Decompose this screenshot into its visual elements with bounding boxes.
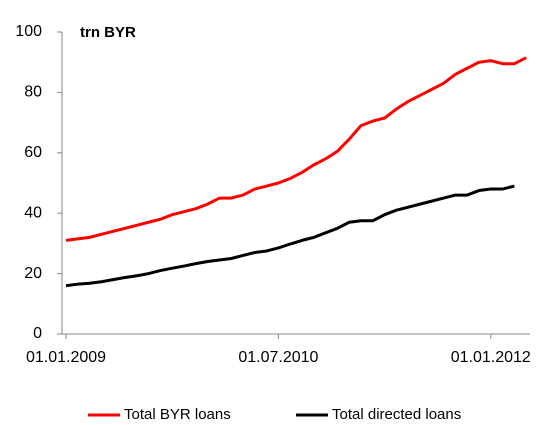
legend-label: Total BYR loans bbox=[124, 406, 231, 423]
chart-title: trn BYR bbox=[80, 24, 136, 41]
legend-label: Total directed loans bbox=[332, 406, 461, 423]
x-tick-label: 01.07.2010 bbox=[238, 349, 318, 366]
y-tick-label: 20 bbox=[24, 265, 42, 282]
series-line bbox=[65, 56, 527, 242]
y-tick-label: 60 bbox=[24, 144, 42, 161]
series-line bbox=[65, 184, 515, 288]
x-tick-label: 01.01.2009 bbox=[26, 349, 106, 366]
y-tick-label: 0 bbox=[33, 325, 42, 342]
y-tick-label: 80 bbox=[24, 84, 42, 101]
y-tick-label: 40 bbox=[24, 204, 42, 221]
y-tick-label: 100 bbox=[15, 23, 42, 40]
x-tick-label: 01.01.2012 bbox=[451, 349, 531, 366]
